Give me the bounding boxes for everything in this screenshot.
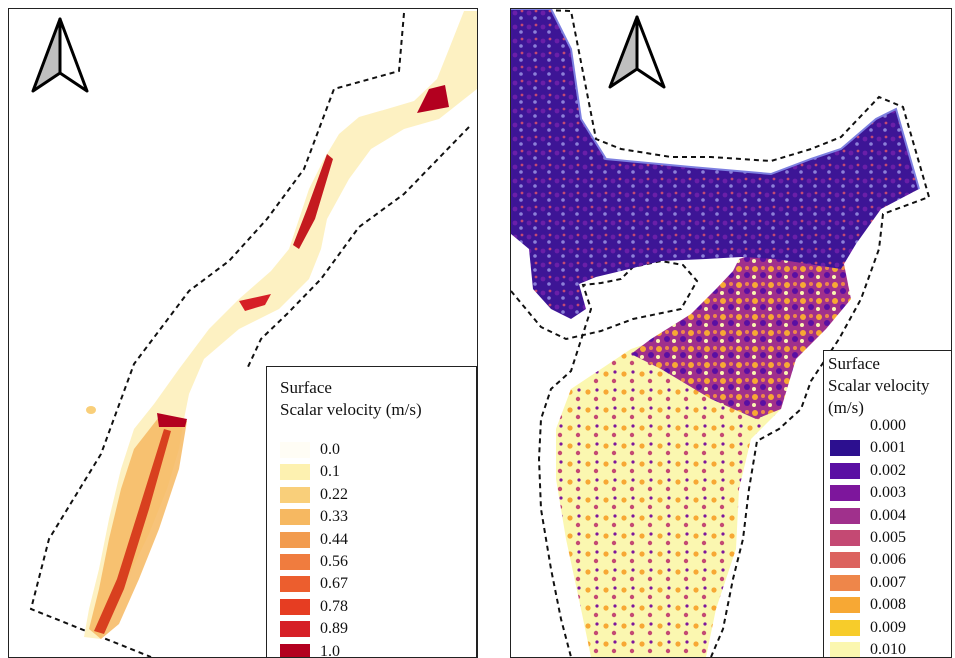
- legend-label: 0.001: [870, 439, 906, 457]
- legend-swatch: [830, 507, 860, 524]
- legend-label: 1.0: [320, 642, 340, 658]
- legend-item: 0.1: [267, 461, 476, 483]
- left-map-panel: Surface Scalar velocity (m/s) 0.0 0.1 0.22…: [8, 8, 478, 658]
- legend-swatch: [280, 598, 310, 615]
- velocity-legend-left: Surface Scalar velocity (m/s) 0.0 0.1 0.22…: [266, 366, 477, 658]
- legend-label: 0.003: [870, 484, 906, 502]
- legend-item: 0.008: [824, 594, 951, 616]
- legend-label: 0.1: [320, 463, 340, 481]
- isolated-patch: [86, 406, 96, 414]
- legend-item: 0.44: [267, 529, 476, 551]
- river-edge: [511, 9, 920, 190]
- high-velocity-core-1: [417, 85, 449, 113]
- legend-item: 0.78: [267, 596, 476, 618]
- legend-swatch: [830, 642, 860, 657]
- legend-label: 0.005: [870, 529, 906, 546]
- north-arrow-icon: [606, 13, 668, 96]
- legend-swatch: [830, 462, 860, 479]
- legend-label: 0.010: [870, 641, 906, 658]
- legend-swatch: [280, 576, 310, 593]
- legend-swatch: [830, 597, 860, 614]
- legend-swatch: [280, 509, 310, 526]
- high-velocity-core-2: [293, 154, 333, 249]
- legend-item: 0.67: [267, 573, 476, 595]
- study-area-boundary-lower: [511, 259, 699, 657]
- legend-item: 0.89: [267, 618, 476, 640]
- legend-title: Surface Scalar velocity (m/s): [828, 353, 930, 419]
- legend-swatch: [280, 442, 310, 458]
- legend-label: 0.009: [870, 618, 906, 636]
- legend-label: 0.44: [320, 530, 348, 548]
- legend-swatch: [830, 485, 860, 502]
- legend-swatch: [830, 552, 860, 569]
- legend-swatch: [830, 418, 860, 434]
- legend-title-line1: Surface: [280, 378, 332, 397]
- legend-title-line2: Scalar velocity: [828, 376, 930, 395]
- legend-title-line1: Surface: [828, 354, 880, 373]
- legend-label: 0.004: [870, 506, 906, 524]
- high-velocity-core-5: [94, 429, 171, 634]
- legend-label: 0.67: [320, 575, 348, 593]
- legend-label: 0.008: [870, 596, 906, 614]
- legend-swatch: [280, 643, 310, 657]
- legend-swatch: [280, 531, 310, 548]
- velocity-legend-right: Surface Scalar velocity (m/s) 0.000 0.001…: [823, 350, 951, 658]
- legend-item: 0.001: [824, 437, 951, 459]
- legend-item: 0.0: [267, 439, 476, 461]
- legend-title-line3: (m/s): [828, 398, 864, 417]
- left-velocity-map: [29, 11, 477, 657]
- legend-item: 0.006: [824, 549, 951, 571]
- river-upper-arm: [511, 9, 919, 319]
- legend-label: 0.22: [320, 485, 348, 503]
- right-velocity-map: [511, 9, 931, 657]
- legend-item: 0.33: [267, 506, 476, 528]
- legend-item: 0.002: [824, 460, 951, 482]
- legend-label: 0.78: [320, 597, 348, 615]
- river-middle-reach: [631, 249, 851, 419]
- legend-item: 0.005: [824, 527, 951, 549]
- legend-title: Surface Scalar velocity (m/s): [280, 377, 422, 421]
- legend-label: 0.007: [870, 573, 906, 591]
- legend-swatch: [830, 530, 860, 546]
- legend-swatch: [830, 574, 860, 591]
- legend-label: 0.0: [320, 441, 340, 458]
- high-velocity-core-4: [157, 413, 187, 427]
- legend-item: 0.56: [267, 551, 476, 573]
- legend-item: 0.004: [824, 505, 951, 527]
- legend-item: 0.010: [824, 639, 951, 658]
- river-lower-reach: [556, 339, 781, 657]
- legend-swatch: [830, 619, 860, 636]
- legend-swatch: [280, 554, 310, 570]
- high-velocity-core-3: [239, 294, 271, 311]
- legend-item: 0.22: [267, 484, 476, 506]
- legend-swatch: [280, 464, 310, 481]
- legend-label: 0.002: [870, 461, 906, 479]
- right-map-panel: Surface Scalar velocity (m/s) 0.000 0.001…: [510, 8, 952, 658]
- legend-swatch: [280, 486, 310, 503]
- legend-title-line2: Scalar velocity (m/s): [280, 400, 422, 419]
- legend-label: 0.89: [320, 620, 348, 638]
- legend-label: 0.56: [320, 553, 348, 570]
- legend-label: 0.000: [870, 417, 906, 434]
- north-arrow-icon: [29, 15, 91, 100]
- legend-label: 0.33: [320, 508, 348, 526]
- study-area-boundary: [29, 12, 470, 657]
- legend-item: 1.0: [267, 641, 476, 658]
- legend-swatch: [830, 440, 860, 457]
- legend-item: 0.003: [824, 482, 951, 504]
- study-area-boundary-upper: [511, 9, 931, 657]
- legend-item: 0.009: [824, 617, 951, 639]
- legend-swatch: [280, 621, 310, 638]
- legend-item: 0.007: [824, 572, 951, 594]
- legend-label: 0.006: [870, 551, 906, 569]
- legend-item: 0.000: [824, 415, 951, 437]
